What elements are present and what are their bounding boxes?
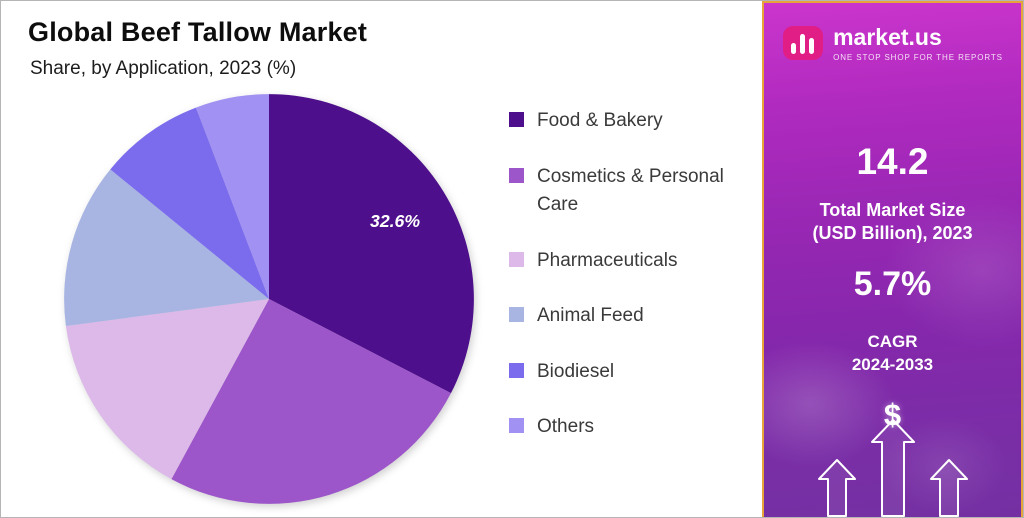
market-size-label: Total Market Size (USD Billion), 2023 [764,199,1021,246]
legend-label: Pharmaceuticals [537,249,678,271]
brand: market.us ONE STOP SHOP FOR THE REPORTS [764,25,1021,63]
pie-slice-3 [64,169,269,326]
cagr-value: 5.7% [853,265,932,303]
pie-slice-1 [171,299,451,504]
brand-text: market.us ONE STOP SHOP FOR THE REPORTS [833,24,1003,63]
legend-swatch [509,307,524,322]
legend-swatch [509,362,524,378]
brand-panel: market.us ONE STOP SHOP FOR THE REPORTS … [762,1,1023,517]
legend-swatch [509,167,524,183]
legend-item: Pharmaceuticals [509,247,754,276]
market-size-label-line2: (USD Billion), 2023 [812,223,973,244]
legend-item: Cosmetics & Personal Care [509,163,754,220]
legend-swatch [509,112,524,127]
legend: Food & Bakery Cosmetics & Personal Care Ph… [509,107,754,442]
chart-area: Global Beef Tallow Market Share, by Appl… [1,1,765,517]
market-size-value: 14.2 [856,141,929,182]
cagr-label-line1: CAGR [867,332,918,351]
page-title: Global Beef Tallow Market [28,17,368,47]
market-size-label-line1: Total Market Size [819,200,966,220]
brand-tagline: ONE STOP SHOP FOR THE REPORTS [833,53,1003,62]
pie-chart: 32.6% [64,94,474,504]
pie-slice-4 [110,107,269,299]
legend-swatch [509,418,524,433]
legend-label: Cosmetics & Personal Care [537,165,724,216]
legend-item: Animal Feed [509,302,754,331]
pie-slice-2 [65,299,269,480]
pie-slice-5 [195,94,269,300]
legend-label: Biodiesel [537,360,615,382]
cagr-label: CAGR 2024-2033 [764,331,1021,377]
legend-label: Food & Bakery [537,110,663,131]
pie-slice-label: 32.6% [370,211,420,231]
market-us-logo-icon [783,26,824,60]
chart-subtitle: Share, by Application, 2023 (%) [30,58,297,79]
legend-label: Others [537,416,595,437]
legend-label: Animal Feed [537,305,644,326]
pie-slice-0 [269,94,474,394]
legend-item: Others [509,413,754,442]
cagr-label-line2: 2024-2033 [851,354,934,374]
legend-item: Biodiesel [509,358,754,387]
legend-item: Food & Bakery [509,107,754,136]
brand-name: market.us [833,24,942,50]
growth-arrows-icon [817,419,968,517]
legend-swatch [509,251,524,267]
